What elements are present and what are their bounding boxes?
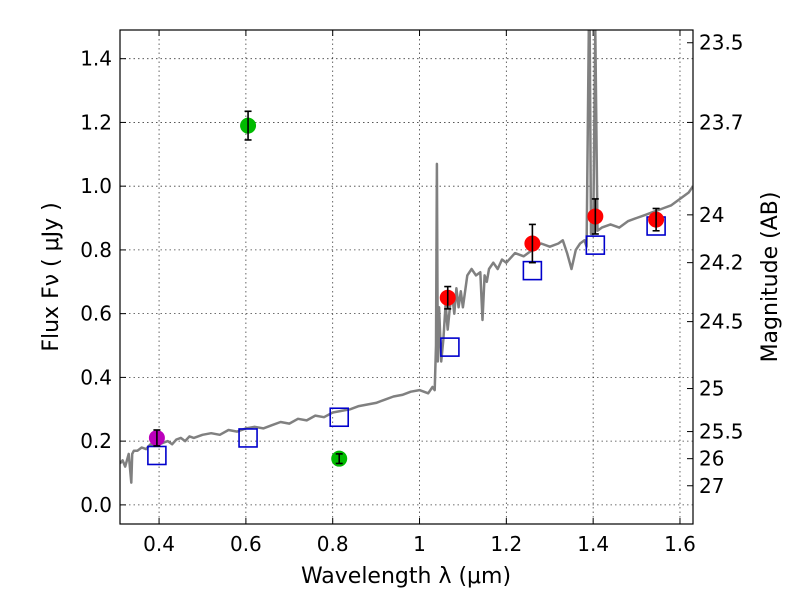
y-tick-label: 1.4	[80, 47, 112, 71]
grid	[120, 30, 693, 524]
x-tick-label: 0.4	[143, 532, 175, 556]
magnitude-tick-label: 23.5	[699, 31, 744, 55]
y-tick-label: 0.8	[80, 238, 112, 262]
magnitude-tick-label: 27	[699, 474, 724, 498]
model-spectrum	[120, 30, 693, 484]
model-photometry-square	[585, 235, 606, 255]
axis-ticks: 0.4 0.6 0.8 1 1.2 1.4 1.6 0.0 0.2 0.4 0.6 0.8 1.0 1.2…	[80, 30, 744, 556]
model-photometry-square	[329, 407, 350, 428]
y-tick-label: 0.6	[80, 302, 112, 326]
magnitude-tick-label: 25.5	[699, 420, 744, 444]
x-tick-label: 1.4	[577, 532, 609, 556]
magnitude-tick-label: 25	[699, 377, 724, 401]
model-photometry-markers	[147, 216, 666, 466]
magnitude-tick-label: 26	[699, 447, 724, 471]
magnitude-tick-label: 24	[699, 203, 724, 227]
model-photometry-square	[522, 260, 543, 281]
model-photometry-square	[147, 445, 167, 466]
x-tick-label: 0.8	[317, 532, 349, 556]
x-tick-label: 1.6	[664, 532, 696, 556]
x-tick-label: 1.2	[490, 532, 522, 556]
y-tick-label: 1.0	[80, 174, 112, 198]
magnitude-tick-label: 24.2	[699, 251, 744, 275]
observed-photometry-markers	[148, 110, 665, 467]
y-axis-label: Flux Fν ( μJy )	[39, 202, 64, 351]
plot-frame	[119, 29, 694, 525]
x-tick-label: 1	[413, 532, 426, 556]
model-photometry-square	[238, 428, 258, 448]
x-axis-label: Wavelength λ (μm)	[301, 564, 511, 589]
y-tick-label: 1.2	[80, 110, 112, 134]
magnitude-tick-label: 24.5	[699, 310, 744, 334]
y2-axis-label: Magnitude (AB)	[758, 192, 783, 363]
spectrum-line	[120, 30, 693, 484]
model-photometry-square	[440, 337, 460, 357]
y-tick-label: 0.0	[80, 493, 112, 517]
y-tick-label: 0.4	[80, 365, 112, 389]
y-tick-label: 0.2	[80, 429, 112, 453]
magnitude-tick-label: 23.7	[699, 110, 744, 134]
x-tick-label: 0.6	[230, 532, 262, 556]
